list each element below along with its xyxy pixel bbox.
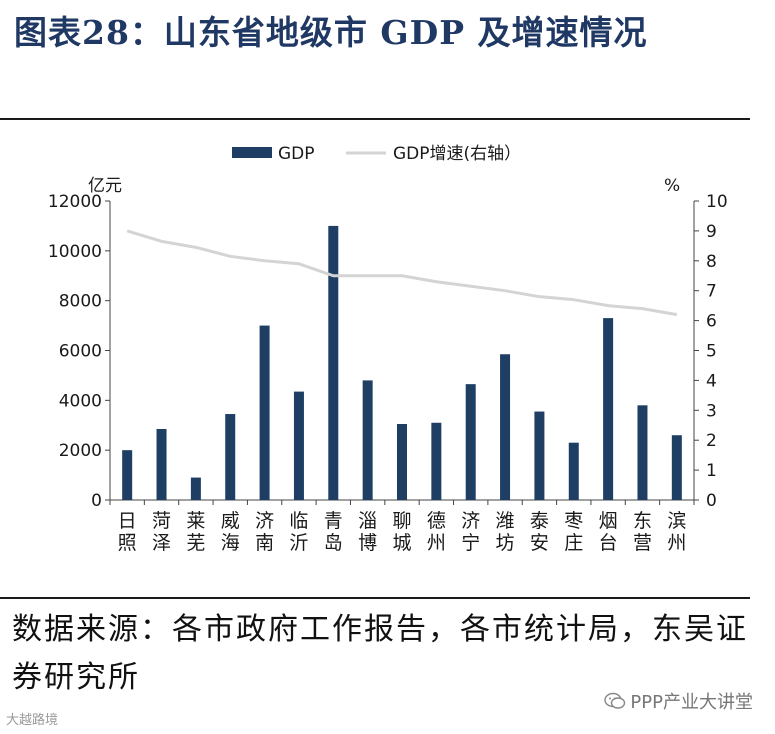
category-label: 潍坊	[496, 510, 515, 554]
category-label: 烟台	[599, 510, 618, 554]
right-tick-label: 6	[706, 312, 717, 332]
bottom-divider	[0, 597, 750, 599]
bar	[362, 380, 373, 500]
bar	[328, 225, 339, 500]
source-note: 数据来源：各市政府工作报告，各市统计局，东吴证券研究所	[12, 612, 748, 695]
category-label: 聊城	[392, 510, 411, 554]
category-label: 淄博	[358, 510, 377, 554]
left-tick-label: 4000	[59, 391, 102, 411]
bar	[122, 450, 133, 500]
bar	[225, 414, 236, 500]
category-label: 济南	[255, 510, 274, 554]
left-tick-label: 10000	[48, 242, 102, 262]
category-label: 威海	[221, 510, 240, 554]
bar	[397, 424, 407, 500]
category-label: 滨州	[667, 510, 686, 554]
category-label: 济宁	[461, 510, 480, 554]
right-tick-label: 3	[706, 401, 717, 421]
bar	[259, 325, 270, 500]
right-axis-unit: %	[664, 176, 680, 196]
right-tick-label: 5	[706, 342, 717, 362]
left-tick-label: 0	[91, 491, 102, 511]
category-label: 菏泽	[152, 510, 171, 554]
left-tick-label: 6000	[59, 342, 102, 362]
right-tick-label: 1	[706, 461, 717, 481]
gdp-chart: 0 2000 4000 6000 8000 10000 12000 0 1 2 3 4 5 6 7 8 9 10 亿…	[48, 144, 728, 554]
bar	[637, 405, 648, 500]
category-label: 日照	[118, 510, 137, 554]
category-label: 东营	[633, 510, 652, 554]
page-title: 图表28：山东省地级市 GDP 及增速情况	[14, 13, 648, 52]
right-tick-label: 0	[706, 491, 717, 511]
watermark-left: 大越路境	[6, 713, 59, 728]
bar	[534, 411, 545, 500]
left-axis-unit: 亿元	[88, 176, 122, 196]
category-label: 青岛	[324, 510, 343, 554]
watermark-brand: PPP产业大讲堂	[604, 688, 753, 714]
left-tick-label: 8000	[59, 292, 102, 312]
bar	[568, 442, 579, 500]
bar	[431, 422, 442, 500]
right-tick-label: 10	[706, 192, 728, 212]
bar	[671, 435, 682, 500]
growth-line	[126, 229, 678, 317]
category-label: 德州	[427, 510, 446, 554]
bar	[190, 477, 201, 500]
bar	[465, 384, 476, 500]
bar	[293, 391, 304, 500]
bar	[500, 354, 511, 500]
category-label: 枣庄	[564, 510, 583, 554]
left-tick-label: 12000	[48, 192, 102, 212]
left-tick-label: 2000	[59, 441, 102, 461]
bar	[603, 318, 614, 500]
top-divider	[0, 118, 750, 120]
legend-gdp-swatch	[232, 147, 272, 158]
right-tick-label: 2	[706, 431, 717, 451]
right-tick-label: 8	[706, 252, 717, 272]
category-label: 临沂	[289, 510, 308, 554]
right-tick-label: 4	[706, 371, 717, 391]
right-tick-label: 7	[706, 282, 717, 302]
category-label: 莱芜	[186, 510, 205, 554]
right-tick-label: 9	[706, 222, 717, 242]
category-label: 泰安	[530, 510, 549, 554]
watermark-brand-text: PPP产业大讲堂	[630, 692, 753, 713]
legend-gdp-label: GDP	[278, 144, 315, 164]
bar	[156, 428, 167, 500]
legend-growth-label: GDP增速(右轴）	[393, 144, 521, 164]
wechat-icon	[604, 692, 626, 709]
